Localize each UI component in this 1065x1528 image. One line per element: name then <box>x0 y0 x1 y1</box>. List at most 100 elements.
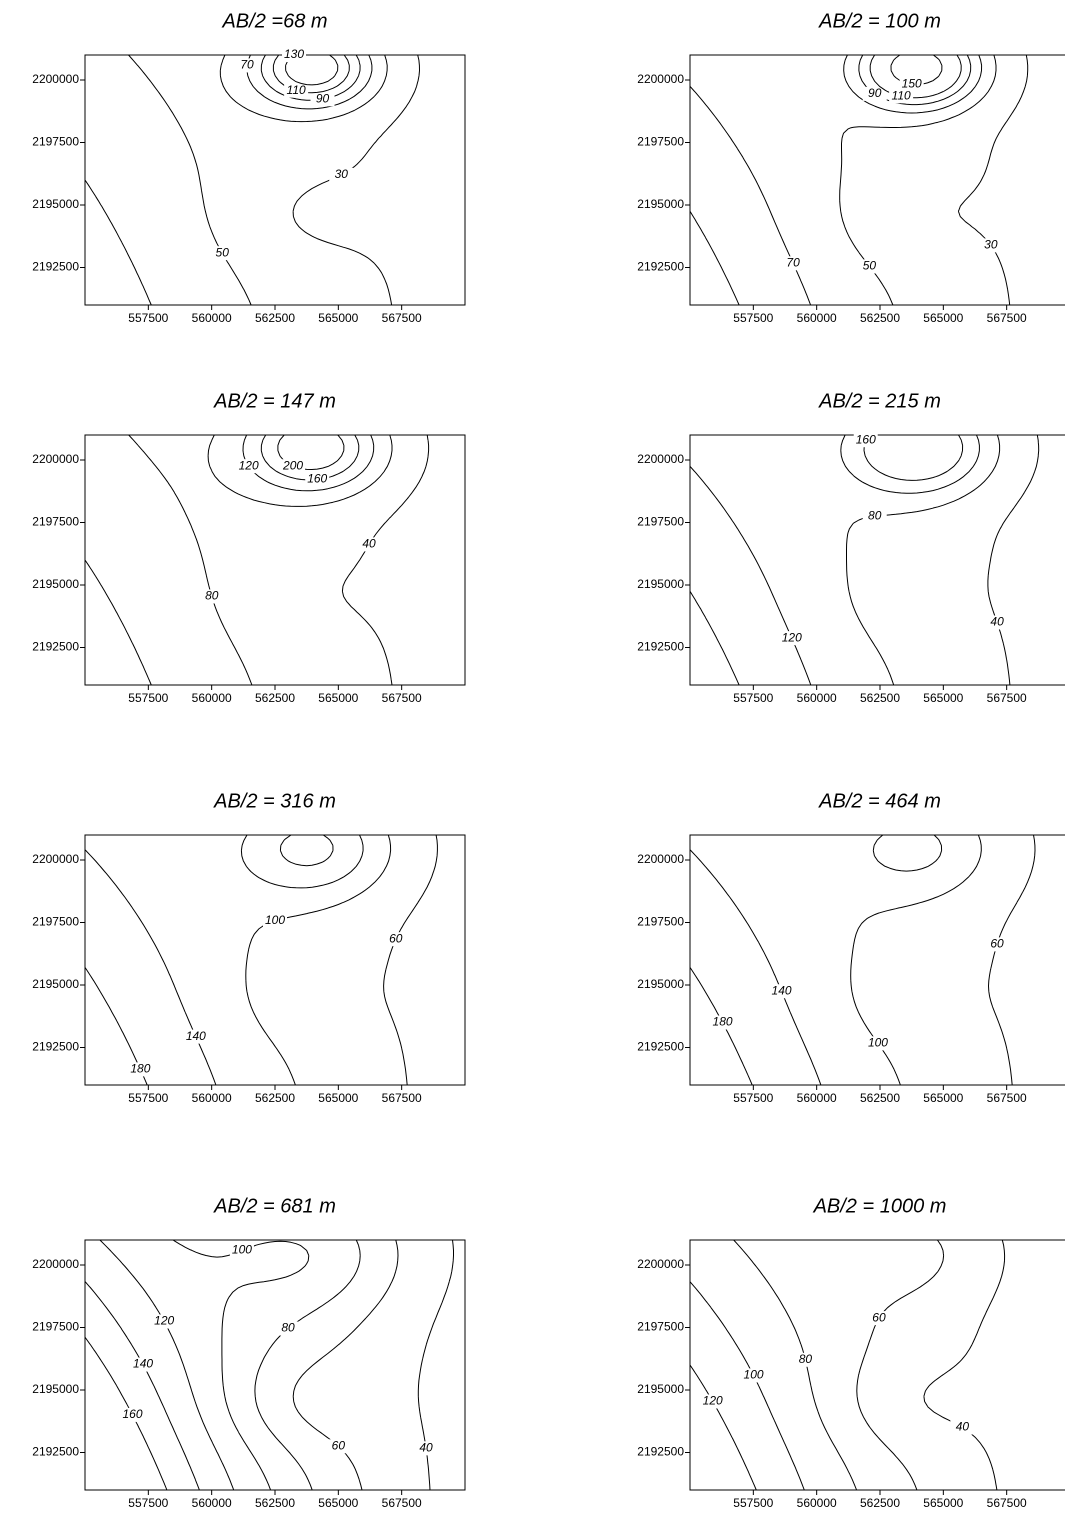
x-tick-label: 565000 <box>318 1091 358 1105</box>
x-tick-label: 560000 <box>797 311 837 325</box>
x-tick-label: 565000 <box>923 1091 963 1105</box>
contour-label: 180 <box>713 1015 733 1029</box>
plot-frame <box>84 54 466 306</box>
x-tick-label: 567500 <box>382 1496 422 1510</box>
contour-line <box>245 834 392 1086</box>
contour-label: 120 <box>239 458 259 472</box>
x-tick-label: 557500 <box>128 311 168 325</box>
contour-label: 50 <box>863 259 877 273</box>
contour-line <box>689 54 972 306</box>
contour-line <box>84 434 375 686</box>
contour-label: 160 <box>122 1407 142 1421</box>
x-tick-label: 567500 <box>987 1091 1027 1105</box>
y-tick-label: 2197500 <box>32 135 79 149</box>
panel-title: AB/2 =68 m <box>221 10 327 32</box>
contour-line <box>733 1239 858 1491</box>
contour-label: 60 <box>990 937 1004 951</box>
x-tick-label: 560000 <box>192 1496 232 1510</box>
contour-label-bg <box>985 937 1010 952</box>
contour-panel: AB/2 = 215 m 557500 560000 562500 565000 5675… <box>637 390 1065 705</box>
contour-label-bg <box>281 459 306 474</box>
x-tick-label: 557500 <box>733 691 773 705</box>
contour-label-bg <box>263 913 287 928</box>
contour-label-bg <box>700 1394 725 1409</box>
contour-label-bg <box>229 1243 254 1258</box>
contour-label-bg <box>210 246 235 261</box>
y-tick-label: 2200000 <box>32 72 79 86</box>
contour-panel: AB/2 = 316 m 557500 560000 562500 565000 5675… <box>32 790 466 1105</box>
y-tick-label: 2192500 <box>637 260 684 274</box>
contour-line <box>383 834 438 1086</box>
x-tick-label: 557500 <box>128 691 168 705</box>
y-tick-label: 2197500 <box>637 915 684 929</box>
contour-line <box>254 1239 361 1491</box>
contour-label: 160 <box>856 432 876 446</box>
contour-label-bg <box>183 1029 208 1044</box>
x-tick-label: 565000 <box>923 1496 963 1510</box>
y-tick-label: 2195000 <box>637 197 684 211</box>
contour-line <box>689 834 943 1086</box>
contour-label-bg <box>236 459 261 474</box>
contour-label-bg <box>383 932 408 947</box>
contour-label: 140 <box>772 983 792 997</box>
contour-label: 200 <box>282 458 303 472</box>
panel-title: AB/2 = 100 m <box>818 10 941 32</box>
x-tick-label: 562500 <box>860 691 900 705</box>
contour-label-bg <box>857 259 882 274</box>
contour-label-bg <box>862 86 887 101</box>
contour-panel: AB/2 = 147 m 557500 560000 562500 565000 5675… <box>32 390 466 705</box>
contour-label: 80 <box>799 1352 813 1366</box>
contour-line <box>689 434 980 686</box>
contour-label: 40 <box>419 1441 433 1455</box>
panel-title: AB/2 = 316 m <box>213 790 336 812</box>
contour-label: 100 <box>232 1243 252 1257</box>
contour-panel: AB/2 = 464 m 557500 560000 562500 565000 5675… <box>637 790 1065 1105</box>
contour-line <box>341 434 430 686</box>
y-tick-label: 2192500 <box>637 640 684 654</box>
contour-label-bg <box>235 58 260 73</box>
contour-label: 100 <box>265 913 285 927</box>
contour-label: 120 <box>703 1394 723 1408</box>
contour-label-bg <box>326 1439 351 1454</box>
y-tick-label: 2195000 <box>32 577 79 591</box>
x-tick-label: 562500 <box>255 311 295 325</box>
contour-label-bg <box>978 238 1003 253</box>
panel-title: AB/2 = 147 m <box>213 390 336 412</box>
y-tick-label: 2200000 <box>32 852 79 866</box>
x-tick-label: 565000 <box>923 691 963 705</box>
contour-label: 130 <box>284 47 304 61</box>
contour-label: 120 <box>154 1314 174 1328</box>
y-tick-label: 2200000 <box>637 452 684 466</box>
contour-line <box>987 434 1040 686</box>
contour-label-bg <box>769 984 794 999</box>
x-tick-label: 560000 <box>797 1091 837 1105</box>
contour-line <box>128 434 393 686</box>
contour-label: 60 <box>332 1438 346 1452</box>
contour-line <box>846 434 1001 686</box>
contour-label: 60 <box>389 931 403 945</box>
x-tick-label: 557500 <box>733 311 773 325</box>
x-tick-label: 565000 <box>923 311 963 325</box>
contour-label: 50 <box>216 245 230 259</box>
contour-label: 140 <box>133 1357 153 1371</box>
contour-label-bg <box>950 1420 975 1435</box>
contour-label: 90 <box>316 91 330 105</box>
contour-label-bg <box>414 1441 439 1456</box>
contour-label-bg <box>899 77 924 92</box>
contour-label-bg <box>131 1357 156 1372</box>
contour-label: 180 <box>130 1062 150 1076</box>
x-tick-label: 567500 <box>382 691 422 705</box>
x-tick-label: 560000 <box>797 1496 837 1510</box>
contour-line <box>957 54 1029 306</box>
x-tick-label: 567500 <box>987 311 1027 325</box>
contour-label-bg <box>357 537 382 552</box>
x-tick-label: 567500 <box>987 691 1027 705</box>
x-tick-label: 562500 <box>860 1091 900 1105</box>
y-tick-label: 2195000 <box>32 977 79 991</box>
contour-label: 100 <box>744 1368 764 1382</box>
contour-label-bg <box>741 1368 766 1383</box>
contour-line <box>856 1239 945 1491</box>
contour-label-bg <box>862 509 887 524</box>
contour-line <box>923 1239 1006 1491</box>
